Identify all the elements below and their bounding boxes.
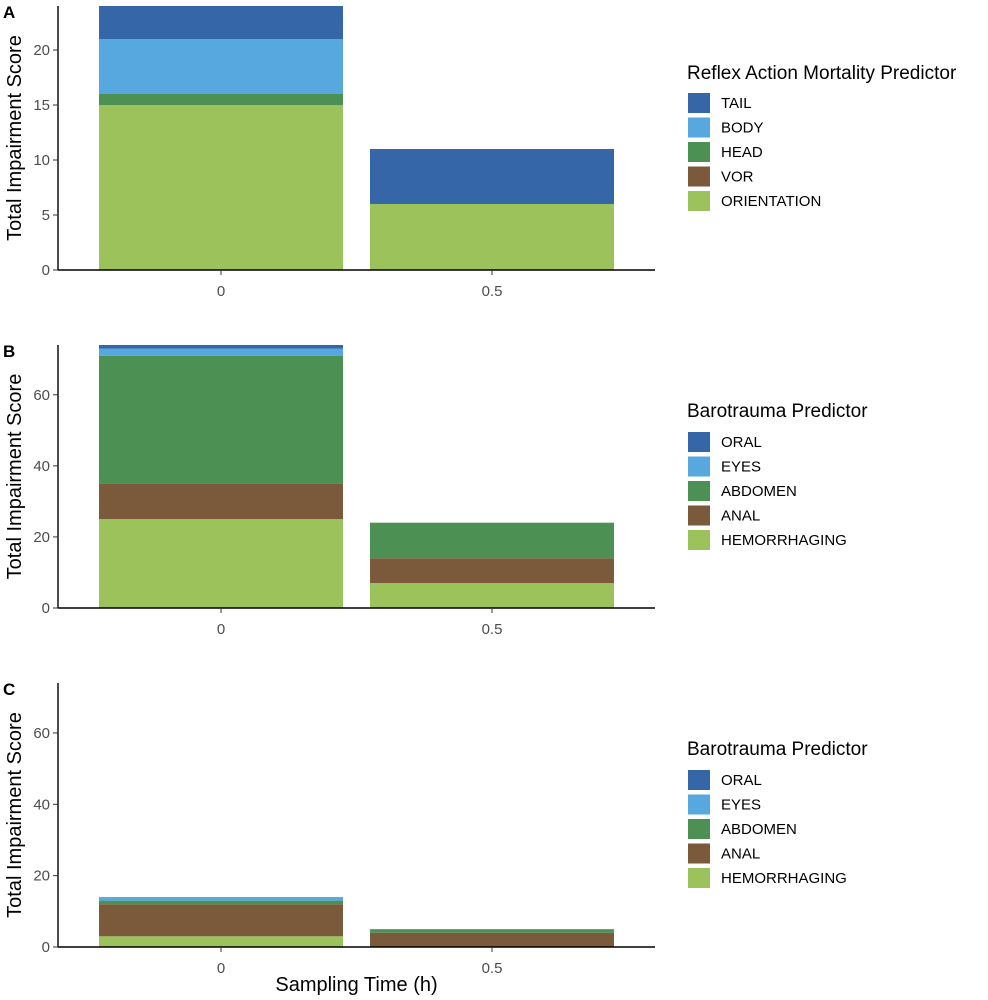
y-tick-label: 20 (33, 868, 50, 885)
x-tick-label: 0.5 (482, 960, 503, 977)
bar-segment-head-0 (99, 94, 343, 105)
legend: Barotrauma Predictor ORAL EYES ABDOMEN ANAL H… (687, 401, 868, 550)
legend-swatch-oral (688, 432, 710, 452)
x-tick-label: 0 (217, 283, 225, 300)
panel-b: B 0 20 40 60 0 0.5 Total Impairment Score Barotr… (3, 342, 868, 638)
panel-letter: C (3, 680, 15, 699)
bar-segment-orientation-0.5 (370, 204, 614, 270)
legend-swatch-hemorrhaging (688, 530, 710, 550)
bar-segment-eyes-0 (99, 348, 343, 356)
legend-swatch-eyes (688, 456, 710, 477)
y-tick-label: 20 (33, 42, 50, 59)
legend-swatch-eyes (688, 794, 710, 815)
panel-letter: B (3, 342, 15, 361)
panel-a: A 0 5 10 15 20 0 0.5 Total Impairment Score Refle… (3, 3, 957, 300)
legend-swatch-tail (688, 93, 710, 113)
x-axis-title: Sampling Time (h) (275, 974, 437, 996)
y-tick-label: 20 (33, 529, 50, 546)
legend-title: Reflex Action Mortality Predictor (687, 63, 957, 84)
y-tick-label: 5 (42, 207, 50, 224)
bar-segment-anal-0 (99, 483, 343, 520)
bar-segment-tail-0.5 (370, 149, 614, 204)
y-tick-label: 0 (42, 262, 50, 279)
legend-swatch-abdomen (688, 819, 710, 839)
legend-label-tail: TAIL (721, 95, 752, 112)
legend-swatch-body (688, 117, 710, 138)
legend-swatch-abdomen (688, 481, 710, 501)
bar-segment-body-0 (99, 39, 343, 94)
legend-label-oral: ORAL (721, 772, 762, 789)
legend-label-vor: VOR (721, 169, 754, 186)
legend-title: Barotrauma Predictor (687, 401, 868, 422)
bar-segment-hemorrhaging-0 (99, 519, 343, 608)
x-tick-label: 0 (217, 621, 225, 638)
y-tick-label: 60 (33, 387, 50, 404)
bar-segment-tail-0 (99, 6, 343, 39)
legend-swatch-anal (688, 843, 710, 864)
legend-label-body: BODY (721, 120, 764, 137)
y-tick-label: 60 (33, 725, 50, 742)
legend-swatch-oral (688, 770, 710, 790)
bar-segment-orientation-0 (99, 105, 343, 270)
y-tick-label: 15 (33, 97, 50, 114)
legend: Reflex Action Mortality Predictor TAIL BOD… (687, 63, 957, 211)
legend-label-oral: ORAL (721, 434, 762, 451)
x-tick-label: 0 (217, 960, 225, 977)
legend-label-abdomen: ABDOMEN (721, 483, 797, 500)
bar-segment-eyes-0 (99, 897, 343, 901)
bar-segment-hemorrhaging-0 (99, 936, 343, 947)
legend-label-eyes: EYES (721, 459, 761, 476)
legend: Barotrauma Predictor ORAL EYES ABDOMEN ANAL H… (687, 739, 868, 888)
legend-label-anal: ANAL (721, 846, 760, 863)
y-tick-label: 10 (33, 152, 50, 169)
panel-c: C 0 20 40 60 0 0.5 Total Impairment Score Sampli… (3, 680, 868, 996)
legend-label-anal: ANAL (721, 508, 760, 525)
bar-segment-anal-0.5 (370, 558, 614, 584)
bar-segment-abdomen-0 (99, 355, 343, 484)
legend-title: Barotrauma Predictor (687, 739, 868, 760)
legend-label-abdomen: ABDOMEN (721, 821, 797, 838)
x-tick-label: 0.5 (482, 283, 503, 300)
legend-label-orientation: ORIENTATION (721, 193, 821, 210)
legend-swatch-head (688, 142, 710, 162)
bar-segment-abdomen-0.5 (370, 929, 614, 933)
y-tick-label: 40 (33, 458, 50, 475)
legend-swatch-orientation (688, 191, 710, 211)
bar-segment-hemorrhaging-0.5 (370, 583, 614, 608)
bar-segment-anal-0.5 (370, 932, 614, 947)
legend-swatch-anal (688, 505, 710, 526)
legend-label-eyes: EYES (721, 797, 761, 814)
y-axis-title: Total Impairment Score (4, 35, 26, 241)
bar-segment-anal-0 (99, 904, 343, 937)
y-axis-title: Total Impairment Score (4, 374, 26, 580)
legend-swatch-hemorrhaging (688, 868, 710, 888)
y-tick-label: 0 (42, 939, 50, 956)
legend-label-hemorrhaging: HEMORRHAGING (721, 532, 847, 549)
bar-segment-abdomen-0 (99, 900, 343, 905)
legend-label-head: HEAD (721, 144, 763, 161)
legend-swatch-vor (688, 166, 710, 187)
y-tick-label: 40 (33, 796, 50, 813)
legend-label-hemorrhaging: HEMORRHAGING (721, 870, 847, 887)
x-tick-label: 0.5 (482, 621, 503, 638)
panel-letter: A (3, 3, 15, 22)
y-axis-title: Total Impairment Score (4, 712, 26, 918)
bar-segment-oral-0 (99, 345, 343, 349)
bar-segment-abdomen-0.5 (370, 522, 614, 559)
y-tick-label: 0 (42, 600, 50, 617)
